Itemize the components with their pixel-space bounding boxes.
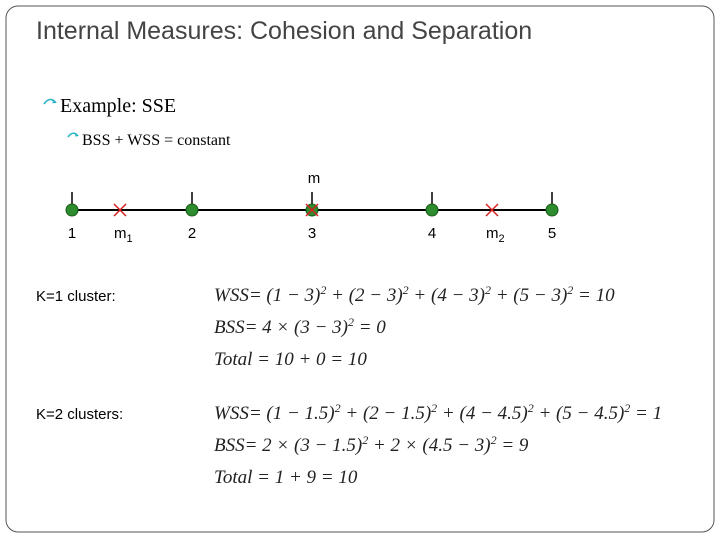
equation-text: BSS= 2 × (3 − 1.5) xyxy=(214,435,362,456)
mean-mark xyxy=(305,203,319,217)
point-label: 3 xyxy=(308,225,316,242)
equation-text: = 10 xyxy=(573,285,615,306)
centroid-mark xyxy=(113,203,127,217)
equation-exponent: 2 xyxy=(362,433,368,447)
point-label: 5 xyxy=(548,225,556,242)
centroid-label: m1 xyxy=(114,225,133,245)
slide-title: Internal Measures: Cohesion and Separati… xyxy=(36,17,532,45)
mean-label: m xyxy=(308,170,321,187)
equation-exponent: 2 xyxy=(320,283,326,297)
case-label: K=1 cluster: xyxy=(36,288,116,305)
equation: WSS= (1 − 3)2 + (2 − 3)2 + (4 − 3)2 + (5… xyxy=(214,283,615,306)
centroid-label-base: m xyxy=(486,225,499,242)
equation-exponent: 2 xyxy=(624,401,630,415)
equation: Total = 10 + 0 = 10 xyxy=(214,349,367,370)
equation-exponent: 2 xyxy=(431,401,437,415)
equation-text: + (2 − 1.5) xyxy=(341,403,432,424)
data-point xyxy=(425,203,439,217)
point-label: 1 xyxy=(68,225,76,242)
centroid-label: m2 xyxy=(486,225,505,245)
equation-exponent: 2 xyxy=(348,315,354,329)
bullet-icon xyxy=(75,133,79,137)
equation-text: Total = 1 + 9 = 10 xyxy=(214,467,358,488)
point-label: 4 xyxy=(428,225,436,242)
equation: Total = 1 + 9 = 10 xyxy=(214,467,358,488)
equation-text: + (4 − 3) xyxy=(409,285,485,306)
equation-text: = 0 xyxy=(354,317,386,338)
equation-text: WSS= (1 − 1.5) xyxy=(214,403,335,424)
equation: BSS= 4 × (3 − 3)2 = 0 xyxy=(214,315,386,338)
centroid-mark xyxy=(485,203,499,217)
equation-text: + (5 − 3) xyxy=(491,285,567,306)
equation-text: Total = 10 + 0 = 10 xyxy=(214,349,367,370)
equation-text: + (2 − 3) xyxy=(326,285,402,306)
equation-exponent: 2 xyxy=(485,283,491,297)
data-point xyxy=(545,203,559,217)
equation-exponent: 2 xyxy=(528,401,534,415)
bullet-text: Example: SSE xyxy=(60,95,176,117)
equation-exponent: 2 xyxy=(335,401,341,415)
centroid-label-sub: 2 xyxy=(499,233,505,245)
slide-border xyxy=(5,5,715,533)
equation: WSS= (1 − 1.5)2 + (2 − 1.5)2 + (4 − 4.5)… xyxy=(214,401,662,424)
sub-bullet-text: BSS + WSS = constant xyxy=(82,132,231,149)
data-point xyxy=(65,203,79,217)
bullet-icon xyxy=(52,99,57,104)
equation: BSS= 2 × (3 − 1.5)2 + 2 × (4.5 − 3)2 = 9 xyxy=(214,433,529,456)
equation-text: BSS= 4 × (3 − 3) xyxy=(214,317,348,338)
equation-text: + (5 − 4.5) xyxy=(534,403,625,424)
equation-text: = 9 xyxy=(497,435,529,456)
centroid-label-sub: 1 xyxy=(127,233,133,245)
point-label: 2 xyxy=(188,225,196,242)
case-label: K=2 clusters: xyxy=(36,406,123,423)
centroid-label-base: m xyxy=(114,225,127,242)
equation-text: + 2 × (4.5 − 3) xyxy=(368,435,490,456)
equation-text: WSS= (1 − 3) xyxy=(214,285,320,306)
equation-exponent: 2 xyxy=(403,283,409,297)
equation-text: = 1 xyxy=(630,403,662,424)
equation-exponent: 2 xyxy=(567,283,573,297)
equation-text: + (4 − 4.5) xyxy=(437,403,528,424)
data-point xyxy=(185,203,199,217)
equation-exponent: 2 xyxy=(491,433,497,447)
